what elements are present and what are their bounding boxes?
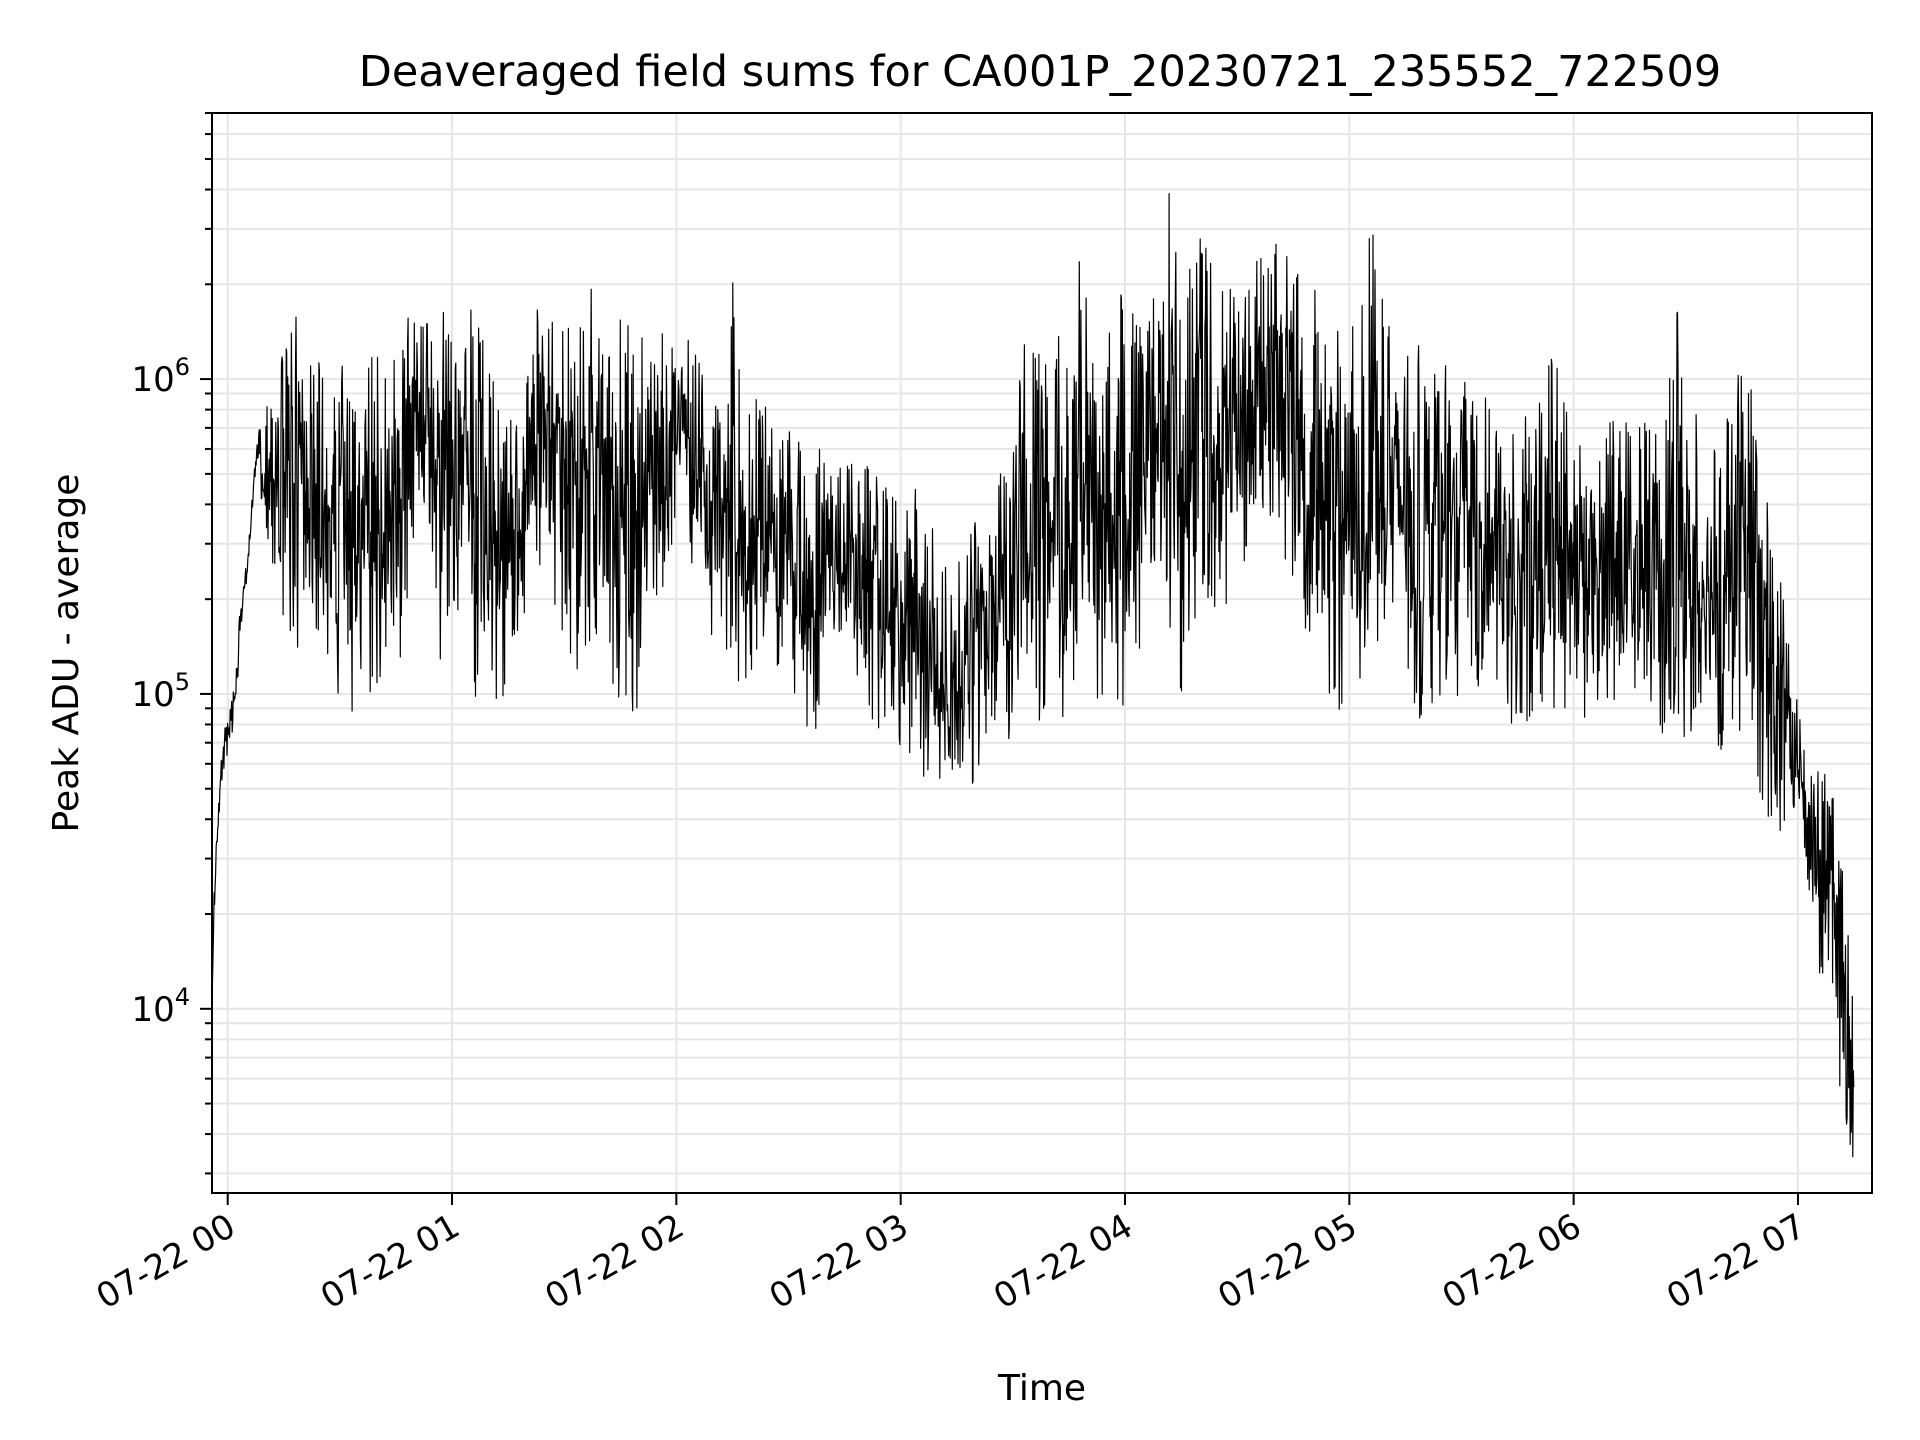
series-line <box>211 193 1855 1158</box>
y-tick-label: 106 <box>131 353 190 400</box>
y-tick-label: 104 <box>131 983 190 1030</box>
y-tick-label: 105 <box>131 668 190 715</box>
chart-title: Deaveraged field sums for CA001P_2023072… <box>359 47 1722 97</box>
y-tick-label-base: 10 <box>131 675 174 715</box>
series-layer <box>211 193 1855 1158</box>
y-tick-label-base: 10 <box>131 360 174 400</box>
plot-frame <box>211 112 1873 1194</box>
y-tick-label-exponent: 4 <box>175 983 190 1011</box>
y-tick-label-exponent: 6 <box>175 353 190 381</box>
y-axis-label: Peak ADU - average <box>46 474 87 833</box>
y-tick-label-exponent: 5 <box>175 668 190 696</box>
y-tick-label-base: 10 <box>131 990 174 1030</box>
x-axis-label: Time <box>997 1368 1086 1409</box>
